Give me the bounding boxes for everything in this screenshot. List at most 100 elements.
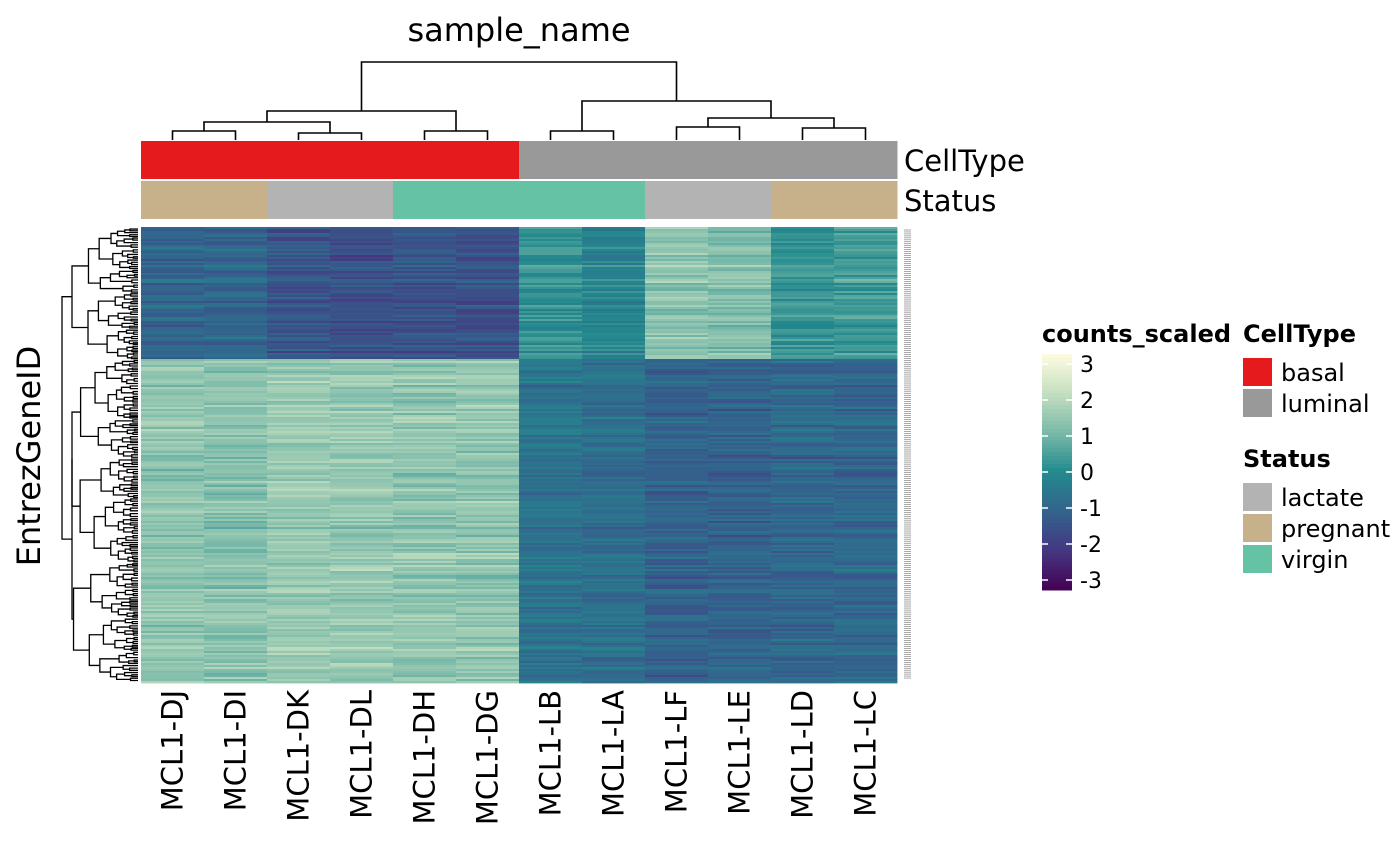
heatmap-cell <box>834 283 898 286</box>
heatmap-cell <box>267 605 331 608</box>
heatmap-cell <box>645 563 709 566</box>
heatmap-cell <box>204 531 268 534</box>
heatmap-cell <box>330 311 394 314</box>
heatmap-cell <box>771 473 835 476</box>
heatmap-cell <box>456 279 520 282</box>
annotation-cell-celltype <box>582 141 646 179</box>
heatmap-cell <box>645 561 709 564</box>
heatmap-cell <box>141 559 205 562</box>
heatmap-cell <box>645 511 709 514</box>
color-tick-label: -1 <box>1080 497 1102 522</box>
row-dendrogram-link <box>129 435 138 440</box>
heatmap-cell <box>330 233 394 236</box>
heatmap-cell <box>708 505 772 508</box>
heatmap-cell <box>645 645 709 648</box>
heatmap-cell <box>519 495 583 498</box>
heatmap-cell <box>708 591 772 594</box>
heatmap-cell <box>519 627 583 630</box>
heatmap-cell <box>708 657 772 660</box>
heatmap-cell <box>456 405 520 408</box>
heatmap-cell <box>393 307 457 310</box>
heatmap-cell <box>645 275 709 278</box>
heatmap-cell <box>834 259 898 262</box>
heatmap-cell <box>456 255 520 258</box>
heatmap-cell <box>141 251 205 254</box>
heatmap-cell <box>834 315 898 318</box>
heatmap-cell <box>582 443 646 446</box>
heatmap-cell <box>582 529 646 532</box>
heatmap-cell <box>771 389 835 392</box>
heatmap-cell <box>645 291 709 294</box>
heatmap-cell <box>330 491 394 494</box>
heatmap-cell <box>519 599 583 602</box>
heatmap-cell <box>456 339 520 342</box>
heatmap-cell <box>456 585 520 588</box>
heatmap-cell <box>645 243 709 246</box>
heatmap-cell <box>708 501 772 504</box>
heatmap-cell <box>582 375 646 378</box>
heatmap-cell <box>834 565 898 568</box>
heatmap-cell <box>834 309 898 312</box>
heatmap-cell <box>456 631 520 634</box>
heatmap-cell <box>393 635 457 638</box>
heatmap-cell <box>645 323 709 326</box>
heatmap-cell <box>771 437 835 440</box>
heatmap-cell <box>771 359 835 362</box>
heatmap-cell <box>393 475 457 478</box>
heatmap-cell <box>582 385 646 388</box>
heatmap-cell <box>582 605 646 608</box>
heatmap-cell <box>141 275 205 278</box>
color-bar-segment <box>1042 491 1072 497</box>
heatmap-cell <box>645 383 709 386</box>
heatmap-cell <box>330 469 394 472</box>
heatmap-cell <box>204 631 268 634</box>
heatmap-cell <box>456 443 520 446</box>
heatmap-cell <box>834 431 898 434</box>
heatmap-cell <box>141 647 205 650</box>
heatmap-cell <box>456 299 520 302</box>
heatmap-cell <box>519 619 583 622</box>
heatmap-cell <box>267 369 331 372</box>
heatmap-cell <box>141 605 205 608</box>
heatmap-cell <box>141 331 205 334</box>
heatmap-cell <box>330 371 394 374</box>
heatmap-cell <box>393 345 457 348</box>
color-bar-segment <box>1042 377 1072 383</box>
heatmap-cell <box>645 307 709 310</box>
heatmap-cell <box>456 609 520 612</box>
heatmap-cell <box>645 541 709 544</box>
heatmap-cell <box>204 401 268 404</box>
heatmap-cell <box>708 355 772 358</box>
heatmap-cell <box>582 395 646 398</box>
color-bar-segment <box>1042 519 1072 524</box>
heatmap-cell <box>393 519 457 522</box>
heatmap-cell <box>456 295 520 298</box>
heatmap-cell <box>393 303 457 306</box>
heatmap-cell <box>582 323 646 326</box>
heatmap-cell <box>519 387 583 390</box>
heatmap-cell <box>267 577 331 580</box>
heatmap-cell <box>708 479 772 482</box>
heatmap-cell <box>267 473 331 476</box>
heatmap-cell <box>834 239 898 242</box>
heatmap-cell <box>582 651 646 654</box>
heatmap-cell <box>204 283 268 286</box>
heatmap-cell <box>645 505 709 508</box>
heatmap-cell <box>393 483 457 486</box>
heatmap-cell <box>834 425 898 428</box>
heatmap-cell <box>708 509 772 512</box>
heatmap-cell <box>708 335 772 338</box>
heatmap-cell <box>771 613 835 616</box>
heatmap-cell <box>393 399 457 402</box>
heatmap-cell <box>330 583 394 586</box>
heatmap-cell <box>267 483 331 486</box>
annotation-cell-status <box>834 181 898 219</box>
heatmap-cell <box>204 615 268 618</box>
heatmap-cell <box>330 567 394 570</box>
heatmap-cell <box>204 335 268 338</box>
heatmap-cell <box>267 381 331 384</box>
heatmap-cell <box>771 679 835 682</box>
heatmap-cell <box>582 319 646 322</box>
heatmap-cell <box>393 353 457 356</box>
heatmap-cell <box>456 633 520 636</box>
